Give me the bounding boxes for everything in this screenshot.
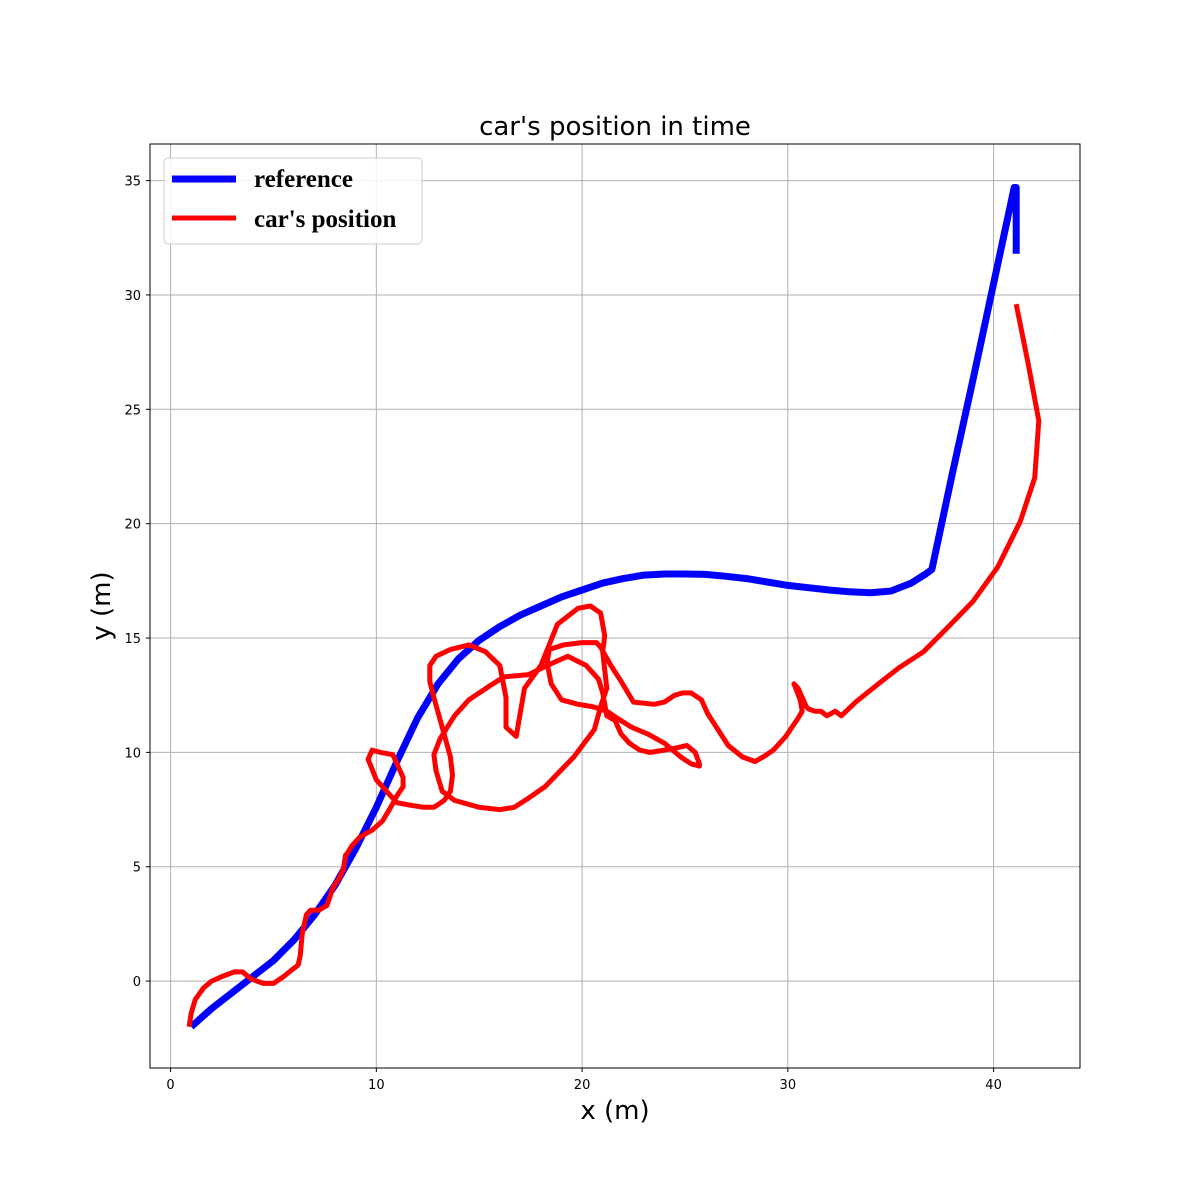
y-tick-label: 25 <box>124 403 141 418</box>
legend-label-reference: reference <box>254 166 353 193</box>
x-tick-label: 40 <box>985 1078 1002 1093</box>
y-tick-label: 15 <box>124 632 141 647</box>
chart-title: car's position in time <box>479 112 751 142</box>
y-axis-label: y (m) <box>87 571 117 640</box>
y-tick-label: 5 <box>133 861 141 876</box>
x-tick-label: 10 <box>368 1078 385 1093</box>
plot-area <box>186 184 1042 1030</box>
x-tick-label: 0 <box>166 1078 174 1093</box>
series-line-reference <box>188 184 1020 1030</box>
ticks: 0 10 20 30 40 0 5 10 15 20 25 30 35 <box>124 175 1001 1093</box>
y-tick-label: 20 <box>124 518 141 533</box>
axes-frame <box>149 143 1081 1069</box>
y-tick-label: 10 <box>124 746 141 761</box>
x-tick-label: 20 <box>574 1078 591 1093</box>
grid <box>150 144 1080 1068</box>
y-tick-label: 30 <box>124 289 141 304</box>
y-tick-label: 0 <box>133 975 141 990</box>
x-tick-label: 30 <box>780 1078 797 1093</box>
x-axis-label: x (m) <box>580 1096 649 1126</box>
series-line-car-position <box>186 303 1042 1028</box>
y-tick-label: 35 <box>124 175 141 190</box>
legend-label-car-position: car's position <box>254 206 396 233</box>
legend: reference car's position <box>163 157 423 245</box>
